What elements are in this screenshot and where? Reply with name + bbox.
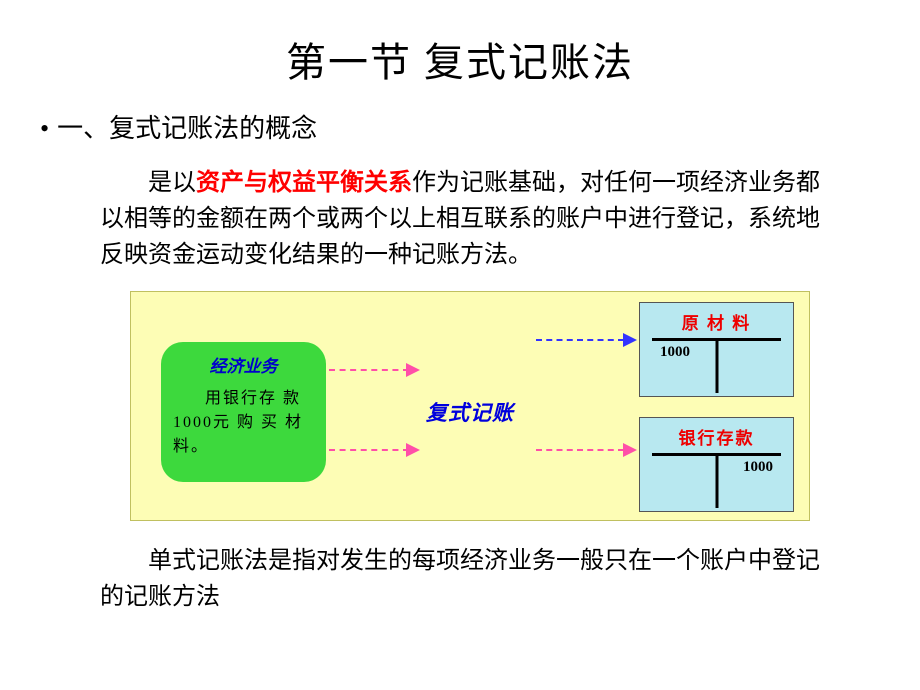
para1-highlight: 资产与权益平衡关系 xyxy=(196,170,412,196)
slide-title: 第一节 复式记账法 xyxy=(60,30,860,88)
definition-paragraph: 是以资产与权益平衡关系作为记账基础，对任何一项经济业务都以相等的金额在两个或两个… xyxy=(100,165,840,273)
arrow-icon xyxy=(329,447,419,453)
t-account-bank: 银行存款 1000 xyxy=(639,417,794,512)
para1-before: 是以 xyxy=(148,170,196,196)
heading-text: 一、复式记账法的概念 xyxy=(57,114,317,143)
transaction-text: 用银行存 款 1000元 购 买 材料。 xyxy=(173,387,314,459)
diagram-container: 经济业务 用银行存 款 1000元 购 买 材料。 复式记账 原 材 料 100… xyxy=(130,291,810,521)
transaction-title: 经济业务 xyxy=(173,352,314,377)
arrow-icon xyxy=(536,337,636,343)
t-debit-value: 1000 xyxy=(660,344,690,361)
arrow-icon xyxy=(329,367,419,373)
t-account-title: 银行存款 xyxy=(640,418,793,453)
t-account-materials: 原 材 料 1000 xyxy=(639,302,794,397)
t-shape-icon: 1000 xyxy=(652,338,781,393)
bullet-icon: • xyxy=(40,114,49,144)
t-shape-icon: 1000 xyxy=(652,453,781,508)
t-account-title: 原 材 料 xyxy=(640,303,793,338)
slide: 第一节 复式记账法 • 一、复式记账法的概念 是以资产与权益平衡关系作为记账基础，… xyxy=(0,0,920,690)
transaction-box: 经济业务 用银行存 款 1000元 购 买 材料。 xyxy=(161,342,326,482)
t-credit-value: 1000 xyxy=(743,459,773,476)
single-entry-paragraph: 单式记账法是指对发生的每项经济业务一般只在一个账户中登记的记账方法 xyxy=(100,543,840,615)
center-label: 复式记账 xyxy=(426,397,514,427)
arrow-icon xyxy=(536,447,636,453)
section-heading: • 一、复式记账法的概念 xyxy=(40,108,860,145)
